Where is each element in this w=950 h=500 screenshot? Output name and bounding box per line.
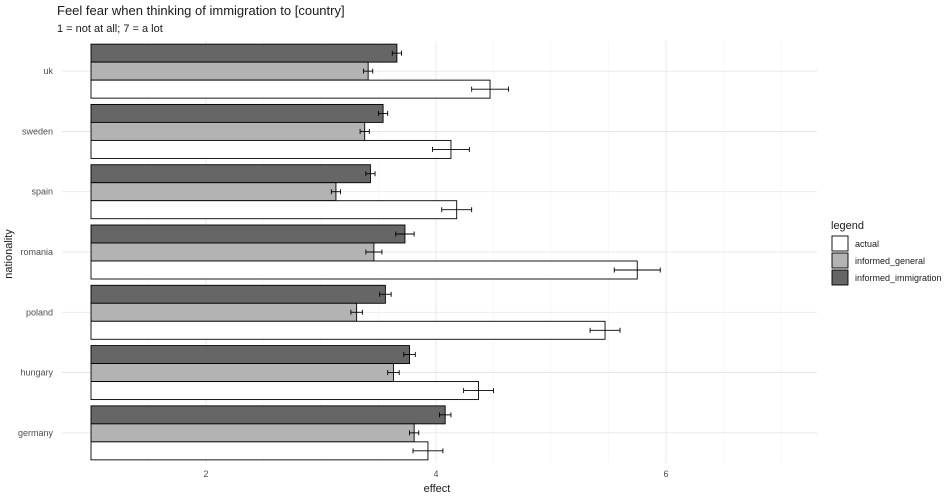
y-tick-label-hungary: hungary xyxy=(20,368,53,378)
chart-subtitle: 1 = not at all; 7 = a lot xyxy=(57,23,163,35)
legend-swatch-informed_immigration xyxy=(831,269,849,286)
bar-informed_immigration-uk xyxy=(90,43,398,63)
bar-actual-spain xyxy=(90,200,458,220)
legend-label-informed_immigration: informed_immigration xyxy=(855,273,942,283)
x-tick-label: 4 xyxy=(433,469,438,479)
bars-group xyxy=(90,43,661,461)
legend-label-informed_general: informed_general xyxy=(855,256,925,266)
bar-actual-hungary xyxy=(90,381,479,401)
bar-informed_general-poland xyxy=(90,302,358,322)
bar-actual-romania xyxy=(90,260,638,280)
chart-title: Feel fear when thinking of immigration t… xyxy=(57,3,345,18)
y-tick-label-poland: poland xyxy=(26,307,53,317)
y-axis-title: nationality xyxy=(3,229,15,279)
y-tick-label-uk: uk xyxy=(43,66,53,76)
y-tick-labels: germany hungary poland romania spain sweden uk xyxy=(18,66,54,438)
x-tick-label: 2 xyxy=(203,469,208,479)
bar-informed_immigration-germany xyxy=(90,405,446,425)
x-tick-label: 6 xyxy=(663,469,668,479)
legend-swatch-actual xyxy=(831,235,849,252)
y-tick-label-germany: germany xyxy=(18,428,54,438)
x-tick-labels: 2 4 6 xyxy=(203,469,668,479)
bar-informed_general-hungary xyxy=(90,363,394,383)
bar-informed_immigration-sweden xyxy=(90,103,384,123)
y-tick-label-sweden: sweden xyxy=(22,126,53,136)
legend-swatch-informed_general xyxy=(831,252,849,269)
y-tick-label-spain: spain xyxy=(31,187,53,197)
x-axis-title: effect xyxy=(424,483,451,495)
bar-informed_general-romania xyxy=(90,242,375,262)
bar-informed_general-germany xyxy=(90,423,415,443)
bar-informed_general-uk xyxy=(90,61,369,81)
bar-informed_general-sweden xyxy=(90,121,366,141)
bar-informed_general-spain xyxy=(90,182,337,202)
y-tick-label-romania: romania xyxy=(20,247,53,257)
legend-label-actual: actual xyxy=(855,239,879,249)
bar-actual-sweden xyxy=(90,139,452,159)
bar-actual-uk xyxy=(90,79,491,99)
bar-actual-germany xyxy=(90,441,429,461)
bar-informed_immigration-poland xyxy=(90,284,386,304)
bar-informed_immigration-romania xyxy=(90,224,406,244)
legend: legend actual informed_general informed_im… xyxy=(831,220,942,286)
legend-title: legend xyxy=(831,220,864,232)
bar-informed_immigration-spain xyxy=(90,164,371,184)
bar-actual-poland xyxy=(90,320,606,340)
bar-informed_immigration-hungary xyxy=(90,345,410,365)
